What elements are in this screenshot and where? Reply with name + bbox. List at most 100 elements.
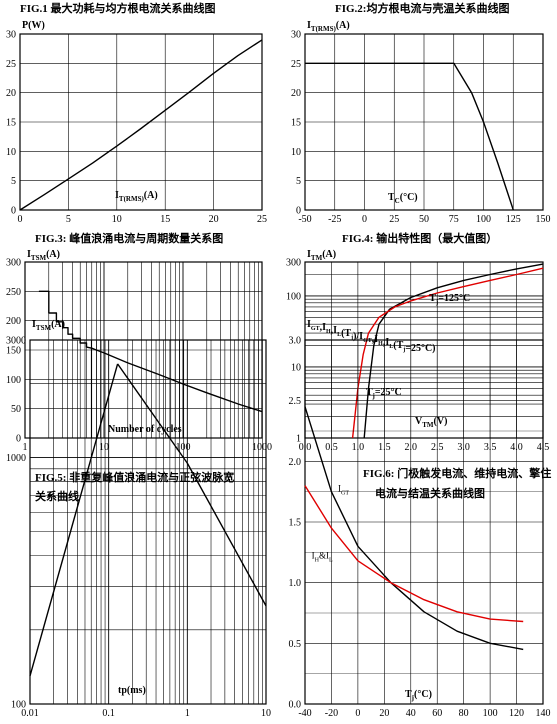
y-tick-label: 300 — [6, 258, 21, 269]
y-axis-label: P(W) — [22, 20, 45, 31]
y-tick-label: 3.0 — [289, 336, 302, 347]
y-tick-label: 1.0 — [289, 578, 302, 589]
y-tick-label: 0 — [296, 206, 301, 217]
x-tick-label: 75 — [449, 214, 459, 225]
y-axis-label: ITM(A) — [307, 249, 336, 262]
x-tick-label: 0.01 — [21, 708, 39, 719]
chart-fig3: FIG.3: 峰值浪涌电流与周期数量关系图 1 10 100 1000 0 50 100 150… — [6, 231, 272, 453]
x-tick-label: 0.1 — [102, 708, 115, 719]
grid — [304, 33, 544, 211]
chart-caption: FIG.1 最大功耗与均方根电流关系曲线图 — [20, 1, 216, 15]
plot-frame — [29, 339, 267, 705]
chart-caption: FIG.4: 输出特性图（最大值图） — [342, 231, 497, 245]
x-tick-label: 0 — [18, 214, 23, 225]
x-tick-label: 40 — [406, 708, 416, 719]
chart-fig1: FIG.1 最大功耗与均方根电流关系曲线图 0 5 10 15 20 25 0 5 10 15 20 2… — [6, 1, 267, 225]
y-tick-label: 100 — [6, 375, 21, 386]
series-line-2 — [117, 363, 267, 607]
y-tick-label: 25 — [6, 59, 16, 70]
x-tick-label: 1 — [185, 708, 190, 719]
grid — [304, 339, 544, 705]
y-tick-label: 10 — [6, 147, 16, 158]
x-axis-label: TC(°C) — [388, 192, 418, 205]
chart-caption: FIG.6: 门极触发电流、维持电流、擎住 — [363, 466, 551, 480]
y-tick-label: 100 — [11, 700, 26, 711]
series-line-1 — [304, 406, 524, 651]
x-tick-label: 100 — [483, 708, 498, 719]
x-tick-label: 1 — [23, 442, 28, 453]
x-tick-label: -20 — [325, 708, 338, 719]
y-tick-label: 1.5 — [289, 518, 302, 529]
y-tick-label: 2.0 — [289, 457, 302, 468]
x-tick-label: 50 — [419, 214, 429, 225]
curve-annotation: Tj=25°C — [366, 387, 402, 400]
x-tick-label: -25 — [328, 214, 341, 225]
y-tick-label: 1 — [296, 434, 301, 445]
series-line-1 — [29, 363, 119, 677]
plot-frame — [24, 261, 263, 439]
y-tick-label: 100 — [286, 291, 301, 302]
y-tick-label: 0.0 — [289, 700, 302, 711]
y-axis-label: ITSM(A) — [27, 249, 60, 262]
y-tick-label: 10 — [291, 362, 301, 373]
y-tick-label: 0.5 — [289, 639, 302, 650]
series-line-2 — [351, 267, 544, 439]
x-tick-label: 125 — [506, 214, 521, 225]
y-tick-label: 20 — [291, 88, 301, 99]
x-axis-label: VTM(V) — [415, 416, 447, 429]
x-axis-label: IT(RMS)(A) — [115, 190, 158, 203]
plot-frame — [304, 33, 544, 211]
y-tick-label: 15 — [6, 118, 16, 129]
y-tick-label: 1000 — [6, 453, 26, 464]
x-tick-label: 10 — [99, 442, 109, 453]
x-tick-label: 25 — [257, 214, 267, 225]
x-axis-label: Number of cycles — [108, 424, 182, 435]
y-tick-label: 5 — [11, 176, 16, 187]
y-tick-label: 200 — [6, 316, 21, 327]
chart-caption: FIG.2:均方根电流与壳温关系曲线图 — [335, 1, 509, 15]
x-tick-label: 100 — [476, 214, 491, 225]
y-tick-label: 15 — [291, 118, 301, 129]
plot-frame — [304, 339, 544, 705]
y-tick-label: 5 — [296, 176, 301, 187]
x-tick-label: 150 — [536, 214, 551, 225]
y-tick-label: 30 — [6, 30, 16, 41]
chart-caption: FIG.5: 非重复峰值浪涌电流与正弦波脉宽 — [35, 470, 234, 484]
y-tick-label: 10 — [291, 147, 301, 158]
plot-frame — [19, 33, 263, 211]
y-axis-label: IGT,IH,IL(Tj)/IGT,IH,IL(Tj=25°C) — [307, 319, 436, 354]
x-tick-label: 10 — [112, 214, 122, 225]
y-tick-label: 0 — [16, 434, 21, 445]
x-tick-label: 0 — [355, 708, 360, 719]
y-tick-label: 300 — [286, 258, 301, 269]
series-line-1 — [38, 290, 263, 413]
chart-caption-line2: 电流与结温关系曲线图 — [375, 486, 485, 500]
x-tick-label: 100 — [176, 442, 191, 453]
x-tick-label: 120 — [509, 708, 524, 719]
y-axis-label: IT(RMS)(A) — [307, 20, 350, 33]
y-tick-label: 50 — [11, 404, 21, 415]
x-tick-label: 60 — [432, 708, 442, 719]
curve-annotation: IH&IL — [312, 550, 333, 563]
x-tick-label: 80 — [459, 708, 469, 719]
y-tick-label: 2.5 — [289, 396, 302, 407]
x-tick-label: 25 — [389, 214, 399, 225]
chart-fig4: FIG.4: 输出特性图（最大值图）0.0 0.5 1.0 1.5 2.0 2.5 3.0 3… — [286, 231, 549, 453]
grid — [25, 261, 262, 439]
series-line-1 — [19, 39, 263, 211]
x-axis-label: Tj(°C) — [405, 689, 432, 702]
x-tick-label: 20 — [209, 214, 219, 225]
y-tick-label: 20 — [6, 88, 16, 99]
x-tick-label: 10 — [261, 708, 271, 719]
y-tick-label: 25 — [291, 59, 301, 70]
curve-annotation: Tj=125°C — [429, 293, 470, 306]
grid — [19, 33, 263, 211]
series-line-1 — [305, 62, 514, 211]
x-tick-label: 140 — [536, 708, 551, 719]
chart-caption: FIG.3: 峰值浪涌电流与周期数量关系图 — [35, 231, 223, 245]
x-tick-label: 0 — [362, 214, 367, 225]
y-tick-label: 250 — [6, 287, 21, 298]
